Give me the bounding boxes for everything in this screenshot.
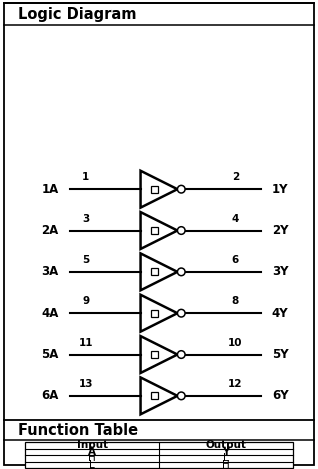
Text: A: A xyxy=(88,447,96,457)
Text: H: H xyxy=(222,460,230,469)
Text: Y: Y xyxy=(222,447,230,457)
Text: 5: 5 xyxy=(82,255,89,265)
Bar xyxy=(151,393,158,400)
Bar xyxy=(151,351,158,358)
Text: 6Y: 6Y xyxy=(272,389,288,402)
Text: 3A: 3A xyxy=(42,265,59,279)
Text: 6: 6 xyxy=(232,255,239,265)
Text: H: H xyxy=(88,454,96,463)
Text: 1: 1 xyxy=(82,172,89,182)
Text: 4Y: 4Y xyxy=(272,307,288,320)
Text: L: L xyxy=(89,460,95,469)
Text: 12: 12 xyxy=(228,379,243,389)
Text: 5A: 5A xyxy=(41,348,59,361)
Text: 3Y: 3Y xyxy=(272,265,288,279)
Text: Input: Input xyxy=(77,440,108,450)
Text: 4: 4 xyxy=(232,213,239,224)
Text: 6A: 6A xyxy=(41,389,59,402)
Text: 9: 9 xyxy=(82,296,89,306)
Bar xyxy=(151,227,158,234)
Circle shape xyxy=(177,268,185,276)
Circle shape xyxy=(177,310,185,317)
Text: 10: 10 xyxy=(228,338,243,348)
Circle shape xyxy=(177,227,185,234)
Bar xyxy=(151,310,158,317)
Text: 2A: 2A xyxy=(42,224,59,237)
Bar xyxy=(151,268,158,275)
Text: 8: 8 xyxy=(232,296,239,306)
Bar xyxy=(151,186,158,193)
Circle shape xyxy=(177,185,185,193)
Text: 13: 13 xyxy=(79,379,93,389)
Text: L: L xyxy=(223,454,229,463)
Text: Output: Output xyxy=(205,440,246,450)
Text: 2Y: 2Y xyxy=(272,224,288,237)
Text: 3: 3 xyxy=(82,213,89,224)
Text: Logic Diagram: Logic Diagram xyxy=(17,7,136,22)
Text: 4A: 4A xyxy=(41,307,59,320)
Text: 1A: 1A xyxy=(42,183,59,196)
Text: 2: 2 xyxy=(232,172,239,182)
Text: 5Y: 5Y xyxy=(272,348,288,361)
Circle shape xyxy=(177,392,185,400)
Circle shape xyxy=(177,351,185,358)
Text: 1Y: 1Y xyxy=(272,183,288,196)
Text: 11: 11 xyxy=(79,338,93,348)
Bar xyxy=(25,442,293,469)
Text: Function Table: Function Table xyxy=(17,423,138,438)
